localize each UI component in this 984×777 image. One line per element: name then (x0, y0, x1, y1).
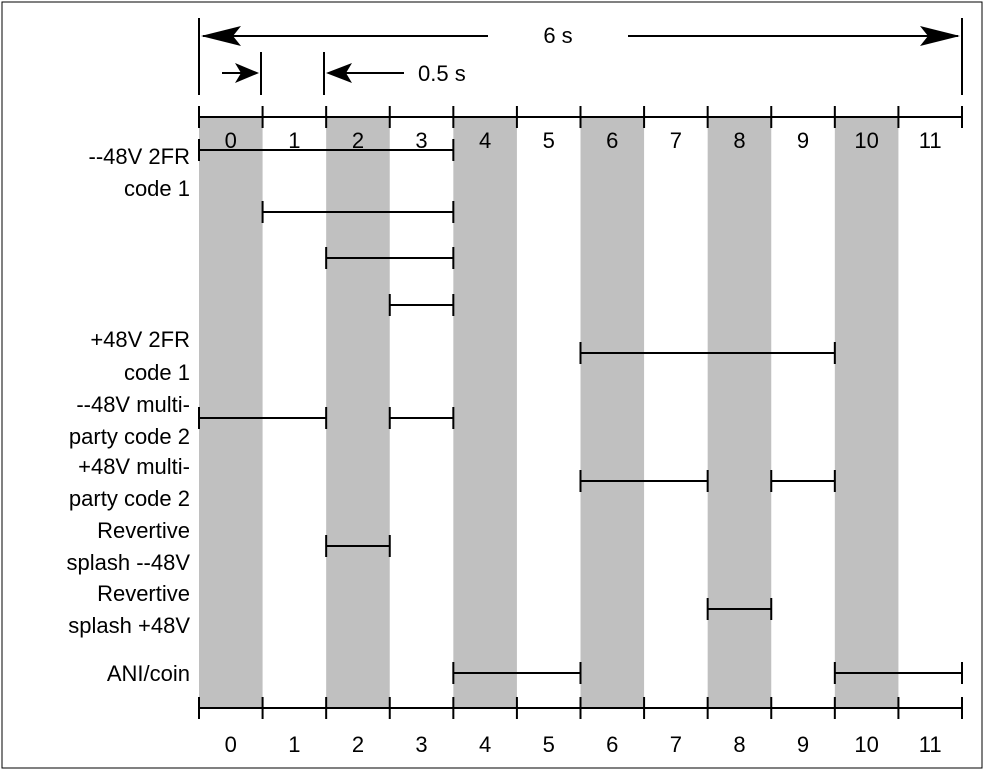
bottom-scale-label-10: 10 (854, 732, 878, 757)
top-scale-label-0: 0 (225, 128, 237, 153)
row-label-ani-coin-line-1: ANI/coin (107, 661, 190, 686)
top-scale-label-10: 10 (854, 128, 878, 153)
segment-pos48-2fr-code1-6-10 (579, 342, 836, 364)
top-scale-label-9: 9 (797, 128, 809, 153)
bottom-scale-label-0: 0 (225, 732, 237, 757)
segment-revertive-splash-neg48-2-3 (325, 535, 391, 557)
row-label-pos48-2fr-code1-line-2: code 1 (124, 360, 190, 385)
total-duration-arrow-left (201, 26, 241, 46)
top-scale-label-8: 8 (733, 128, 745, 153)
segment-neg48-multiparty-code2-3-4 (388, 407, 455, 429)
shaded-slot-10 (834, 117, 899, 708)
total-duration-label: 6 s (543, 23, 572, 48)
row-label-revertive-splash-neg48-line-2: splash --48V (66, 550, 190, 575)
bottom-scale-label-2: 2 (352, 732, 364, 757)
top-scale-label-5: 5 (543, 128, 555, 153)
bottom-scale-label-7: 7 (670, 732, 682, 757)
row-label-pos48-2fr-code1-line-1: +48V 2FR (90, 327, 190, 352)
segment-neg48-2fr-code1-3-4 (388, 294, 455, 316)
top-time-scale: 0 1 2 3 4 5 6 7 8 9 10 11 (198, 106, 963, 153)
bottom-scale-label-4: 4 (479, 732, 491, 757)
row-label-neg48-2fr-code1-line-2: code 1 (124, 176, 190, 201)
shaded-slots (199, 117, 899, 708)
row-label-revertive-splash-pos48-line-2: splash +48V (68, 613, 190, 638)
row-label-pos48-multiparty-code2-line-1: +48V multi- (78, 454, 190, 479)
bottom-time-scale: 0 1 2 3 4 5 6 7 8 9 10 11 (198, 697, 963, 757)
segment-pos48-multiparty-code2-9-10 (770, 470, 836, 492)
bottom-scale-label-3: 3 (415, 732, 427, 757)
top-scale-label-2: 2 (352, 128, 364, 153)
shaded-slot-0 (199, 117, 263, 708)
bottom-scale-label-6: 6 (606, 732, 618, 757)
top-scale-label-7: 7 (670, 128, 682, 153)
total-duration-arrow-right (920, 26, 960, 46)
top-scale-label-11: 11 (919, 128, 942, 153)
interval-arrow-a-head (235, 63, 259, 83)
shaded-slot-6 (580, 117, 645, 708)
top-scale-label-1: 1 (288, 128, 300, 153)
top-scale-label-4: 4 (479, 128, 491, 153)
bottom-scale-label-9: 9 (797, 732, 809, 757)
shaded-slot-4 (453, 117, 517, 708)
segment-ani-coin-4-6 (452, 662, 582, 684)
segment-ani-coin-10-12 (833, 662, 963, 684)
row-labels: --48V 2FR code 1 +48V 2FR code 1 --48V multi… (66, 144, 190, 686)
segment-pos48-multiparty-code2-6-8 (579, 470, 709, 492)
bottom-scale-label-8: 8 (733, 732, 745, 757)
top-scale-label-6: 6 (606, 128, 618, 153)
row-label-revertive-splash-pos48-line-1: Revertive (97, 581, 190, 606)
bottom-scale-label-5: 5 (543, 732, 555, 757)
duration-annotations: 6 s 0.5 s (198, 18, 963, 95)
row-label-pos48-multiparty-code2-line-2: party code 2 (69, 486, 190, 511)
segment-neg48-2fr-code1-2-4 (325, 247, 455, 269)
row-label-neg48-multiparty-code2-line-2: party code 2 (69, 424, 190, 449)
top-scale-label-3: 3 (415, 128, 427, 153)
shaded-slot-2 (326, 117, 390, 708)
bottom-scale-label-1: 1 (288, 732, 300, 757)
segment-neg48-2fr-code1-1-4 (261, 201, 455, 223)
segment-revertive-splash-pos48-8-9 (706, 598, 773, 620)
timing-segments (198, 139, 963, 684)
interval-label: 0.5 s (418, 61, 466, 86)
row-label-neg48-2fr-code1-line-1: --48V 2FR (89, 144, 190, 169)
segment-neg48-2fr-code1-0-4 (198, 139, 455, 161)
bottom-scale-label-11: 11 (919, 732, 942, 757)
interval-arrow-b-head (326, 63, 352, 83)
segment-neg48-multiparty-code2-0-2 (198, 407, 328, 429)
shaded-slot-8 (707, 117, 772, 708)
row-label-neg48-multiparty-code2-line-1: --48V multi- (76, 392, 190, 417)
row-label-revertive-splash-neg48-line-1: Revertive (97, 518, 190, 543)
